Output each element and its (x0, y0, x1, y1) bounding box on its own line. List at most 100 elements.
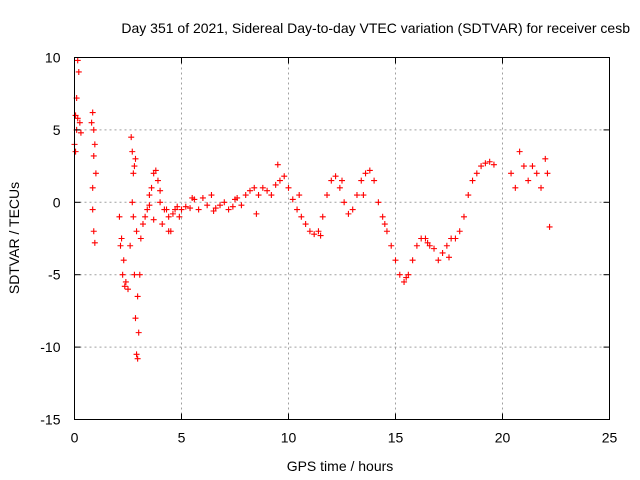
data-point (178, 206, 185, 213)
data-point (469, 177, 476, 184)
plot-frame (74, 57, 610, 420)
grid-layer (74, 57, 610, 420)
data-point (473, 170, 480, 177)
data-point (139, 221, 146, 228)
data-point (169, 210, 176, 217)
data-point (74, 115, 81, 122)
data-point (189, 194, 196, 201)
data-point (118, 235, 125, 242)
data-point (381, 221, 388, 228)
data-point (383, 228, 390, 235)
data-point (75, 68, 82, 75)
data-point (362, 170, 369, 177)
data-point (165, 213, 172, 220)
data-point (544, 170, 551, 177)
data-point (439, 249, 446, 256)
data-point (77, 129, 84, 136)
x-tick-label: 10 (281, 430, 297, 446)
data-point (132, 315, 139, 322)
data-point (435, 257, 442, 264)
data-point (117, 242, 124, 249)
data-point (546, 223, 553, 230)
data-point (127, 242, 134, 249)
data-point (131, 271, 138, 278)
data-point (490, 161, 497, 168)
data-point (120, 257, 127, 264)
y-tick-label: 0 (53, 194, 61, 210)
data-point (542, 155, 549, 162)
data-point (281, 173, 288, 180)
data-point (89, 206, 96, 213)
data-point (486, 158, 493, 165)
data-point (157, 199, 164, 206)
data-point (443, 242, 450, 249)
data-point (328, 177, 335, 184)
data-point (122, 278, 129, 285)
data-point (154, 177, 161, 184)
data-point (90, 152, 97, 159)
data-point (157, 187, 164, 194)
data-point (187, 205, 194, 212)
data-point (516, 148, 523, 155)
data-point (298, 213, 305, 220)
data-point (413, 242, 420, 249)
data-point (401, 278, 408, 285)
data-point (116, 213, 123, 220)
data-point (92, 170, 99, 177)
data-point (242, 192, 249, 199)
data-point (388, 242, 395, 249)
data-point (134, 355, 141, 362)
y-tick-label: -15 (40, 412, 60, 428)
data-point (76, 119, 83, 126)
data-point (131, 163, 138, 170)
data-point (482, 160, 489, 167)
data-point (152, 167, 159, 174)
data-point (146, 192, 153, 199)
data-point (208, 192, 215, 199)
data-point (276, 177, 283, 184)
data-point (268, 192, 275, 199)
data-point (452, 235, 459, 242)
x-tick-label: 15 (388, 430, 404, 446)
y-axis-label: SDTVAR / TECUs (6, 182, 22, 294)
data-point (311, 231, 318, 238)
data-layer (71, 57, 553, 362)
data-point (296, 192, 303, 199)
data-point (289, 196, 296, 203)
data-point (294, 206, 301, 213)
data-point (133, 351, 140, 358)
data-point (89, 184, 96, 191)
data-point (422, 235, 429, 242)
data-point (159, 221, 166, 228)
data-point (176, 213, 183, 220)
data-point (353, 192, 360, 199)
x-tick-label: 0 (71, 430, 79, 446)
data-point (358, 177, 365, 184)
data-point (135, 329, 142, 336)
data-point (232, 196, 238, 203)
data-point (379, 213, 386, 220)
data-point (125, 286, 131, 293)
data-point (90, 228, 97, 235)
chart-title: Day 351 of 2021, Sidereal Day-to-day VTE… (121, 20, 630, 36)
data-point (533, 170, 540, 177)
data-point (137, 235, 144, 242)
data-point (315, 228, 322, 235)
tick-layer: 0 5 10 15 20 25 -15 -10 -5 0 5 10 (40, 50, 617, 446)
data-point (525, 177, 532, 184)
data-point (324, 192, 331, 199)
data-point (148, 184, 155, 191)
data-point (431, 245, 438, 252)
x-axis-label: GPS time / hours (287, 458, 394, 474)
data-point (345, 210, 352, 217)
data-point (182, 203, 189, 210)
data-point (306, 228, 313, 235)
data-point (520, 163, 527, 170)
data-point (255, 192, 262, 199)
data-point (253, 210, 260, 217)
data-point (360, 192, 367, 199)
data-point (130, 213, 137, 220)
y-tick-label: -5 (48, 267, 61, 283)
data-point (91, 239, 98, 246)
